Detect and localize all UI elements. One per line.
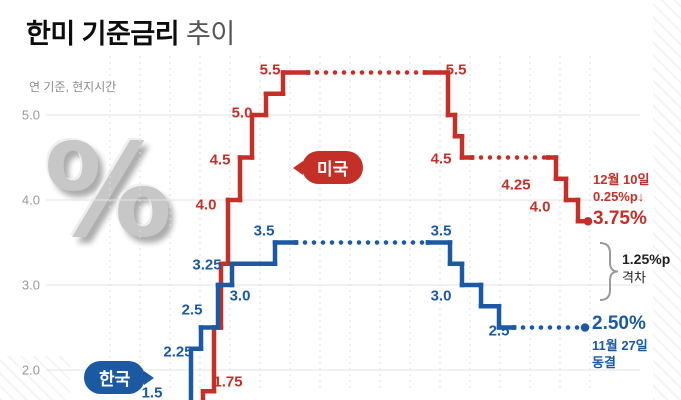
미국-value-label: 4.5 bbox=[430, 150, 452, 168]
us-current-rate: 3.75% bbox=[593, 207, 647, 229]
y-axis-tick: 5.0 bbox=[21, 107, 40, 123]
us-annotation-date: 12월 10일 bbox=[593, 172, 650, 187]
percent-watermark: % bbox=[44, 117, 173, 266]
y-axis-tick: 2.0 bbox=[21, 362, 40, 378]
미국-value-label: 5.5 bbox=[445, 61, 467, 79]
한국-endpoint-dot bbox=[580, 323, 590, 332]
y-axis-tick: 3.0 bbox=[21, 277, 40, 293]
title-main: 한미 기준금리 bbox=[26, 19, 180, 49]
한국-value-label: 3.0 bbox=[229, 287, 251, 305]
us-rate-annotation: 12월 10일 0.25%p↓ 3.75% bbox=[593, 172, 649, 231]
한국-value-label: 2.5 bbox=[181, 301, 203, 319]
decorative-hatch-right bbox=[653, 0, 681, 400]
kr-rate-annotation: 2.50% 11월 27일 동결 bbox=[592, 312, 648, 371]
한국-value-label: 3.5 bbox=[253, 222, 275, 240]
미국-value-label: 1.75 bbox=[213, 373, 243, 391]
kr-annotation-date: 11월 27일 bbox=[592, 337, 648, 353]
미국-value-label: 4.0 bbox=[529, 198, 551, 216]
gap-label: 격차 bbox=[622, 269, 646, 285]
us-annotation-change: 0.25%p↓ bbox=[593, 188, 645, 204]
y-axis-tick: 4.0 bbox=[21, 192, 40, 208]
page-title: 한미 기준금리 추이 bbox=[26, 12, 235, 51]
gap-annotation: 1.25%p 격차 bbox=[622, 250, 670, 286]
kr-current-rate: 2.50% bbox=[592, 313, 646, 334]
kr-annotation-action: 동결 bbox=[592, 354, 616, 370]
decorative-hatch-bottom-left bbox=[0, 356, 70, 400]
한국-value-label: 1.5 bbox=[141, 384, 163, 400]
gap-value: 1.25%p bbox=[622, 251, 671, 267]
legend-badge-kr: 한국 bbox=[84, 361, 155, 394]
미국-value-label: 5.5 bbox=[259, 61, 281, 79]
미국-value-label: 4.25 bbox=[501, 176, 531, 194]
title-sub: 추이 bbox=[186, 19, 235, 49]
legend-badge-us: 미국 bbox=[292, 151, 364, 184]
chart-subtitle: 연 기준, 현지시간 bbox=[29, 80, 117, 94]
한국-value-label: 3.5 bbox=[430, 222, 452, 240]
한국-value-label: 2.5 bbox=[488, 322, 510, 340]
미국-value-label: 4.0 bbox=[195, 196, 217, 214]
미국-value-label: 4.5 bbox=[209, 151, 231, 169]
한국-value-label: 2.25 bbox=[163, 343, 193, 361]
한국-value-label: 3.0 bbox=[430, 287, 452, 305]
미국-endpoint-dot bbox=[583, 216, 593, 226]
gap-bracket bbox=[599, 242, 619, 301]
한국-value-label: 3.25 bbox=[192, 256, 222, 274]
미국-value-label: 5.0 bbox=[231, 104, 253, 122]
